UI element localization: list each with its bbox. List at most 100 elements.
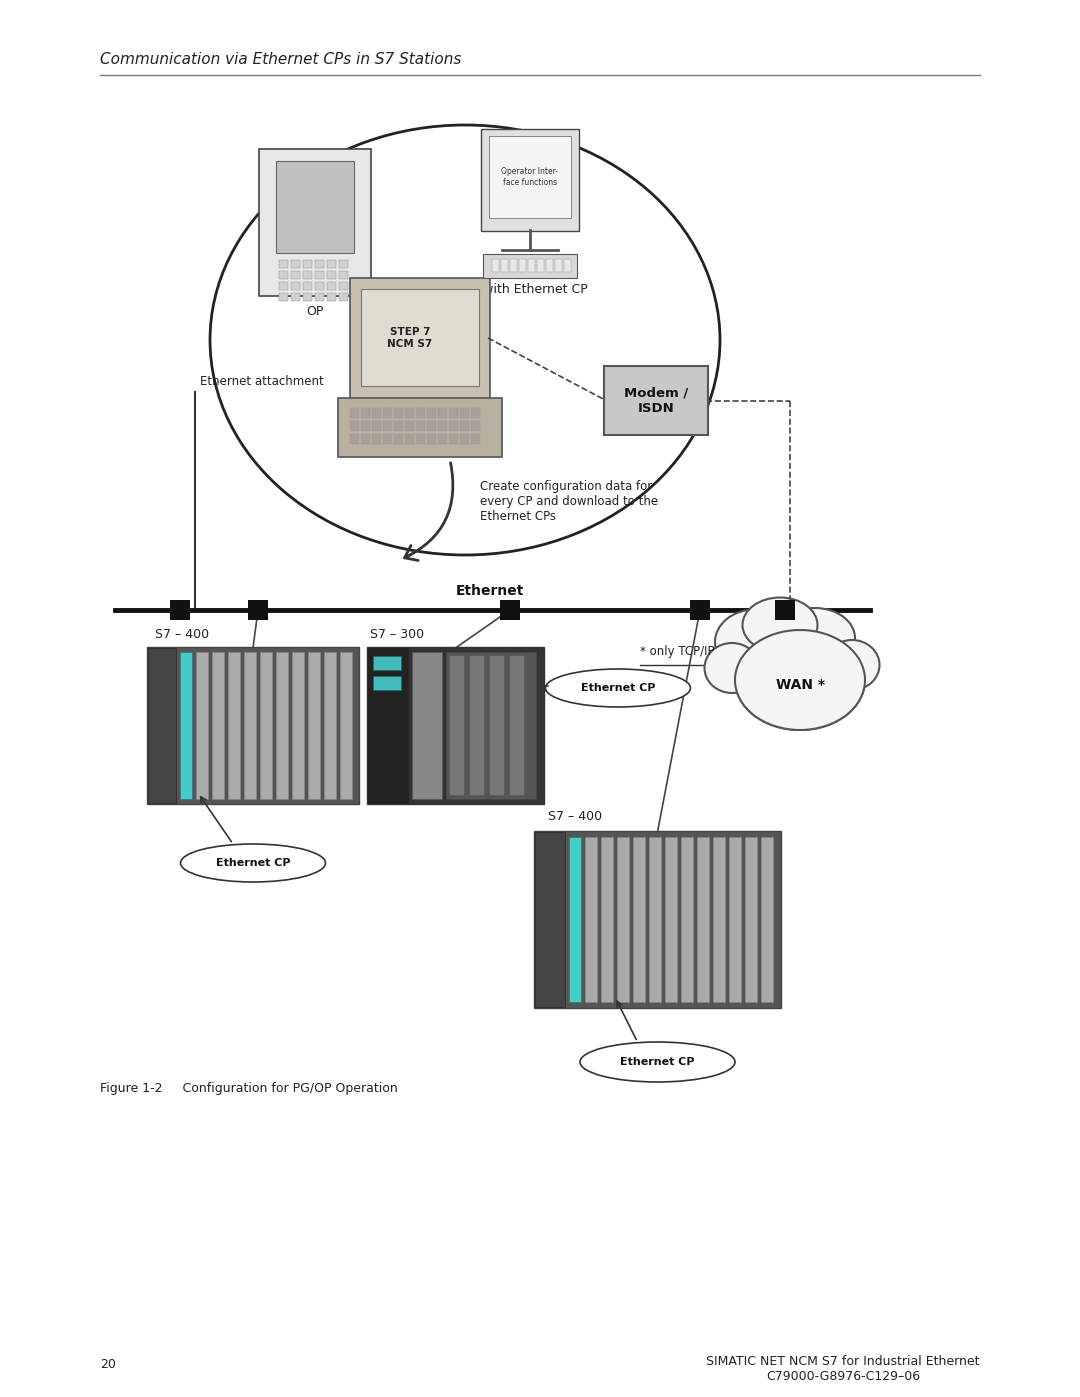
- FancyBboxPatch shape: [339, 293, 348, 300]
- FancyBboxPatch shape: [604, 366, 708, 434]
- FancyBboxPatch shape: [279, 271, 288, 279]
- FancyBboxPatch shape: [180, 652, 192, 799]
- Text: WAN *: WAN *: [775, 678, 824, 692]
- FancyBboxPatch shape: [411, 652, 442, 799]
- FancyBboxPatch shape: [350, 278, 490, 402]
- FancyBboxPatch shape: [460, 408, 469, 418]
- FancyBboxPatch shape: [416, 420, 426, 432]
- Text: STEP 7
NCM S7: STEP 7 NCM S7: [388, 327, 433, 349]
- FancyBboxPatch shape: [775, 599, 795, 620]
- FancyBboxPatch shape: [303, 293, 312, 300]
- FancyBboxPatch shape: [383, 408, 392, 418]
- Text: PC with Ethernet CP: PC with Ethernet CP: [462, 284, 588, 296]
- Ellipse shape: [743, 598, 818, 652]
- FancyBboxPatch shape: [555, 258, 562, 272]
- FancyBboxPatch shape: [405, 420, 414, 432]
- FancyBboxPatch shape: [564, 258, 571, 272]
- FancyBboxPatch shape: [228, 652, 240, 799]
- FancyBboxPatch shape: [690, 599, 710, 620]
- FancyBboxPatch shape: [600, 837, 613, 1002]
- FancyBboxPatch shape: [291, 260, 300, 268]
- FancyBboxPatch shape: [315, 260, 324, 268]
- Ellipse shape: [715, 609, 795, 675]
- FancyBboxPatch shape: [212, 652, 224, 799]
- FancyBboxPatch shape: [489, 136, 571, 218]
- FancyBboxPatch shape: [394, 408, 403, 418]
- Text: S7 – 400: S7 – 400: [548, 810, 603, 823]
- FancyBboxPatch shape: [361, 420, 370, 432]
- FancyBboxPatch shape: [279, 293, 288, 300]
- Text: Ethernet CP: Ethernet CP: [216, 858, 291, 868]
- Ellipse shape: [545, 669, 690, 707]
- Ellipse shape: [775, 608, 855, 668]
- FancyBboxPatch shape: [339, 260, 348, 268]
- FancyBboxPatch shape: [681, 837, 693, 1002]
- Text: Communication via Ethernet CPs in S7 Stations: Communication via Ethernet CPs in S7 Sta…: [100, 52, 461, 67]
- FancyBboxPatch shape: [449, 434, 458, 444]
- Text: Operator Inter-
face functions: Operator Inter- face functions: [501, 168, 558, 187]
- FancyBboxPatch shape: [383, 420, 392, 432]
- FancyBboxPatch shape: [528, 258, 535, 272]
- FancyBboxPatch shape: [276, 161, 354, 253]
- FancyBboxPatch shape: [195, 652, 208, 799]
- FancyBboxPatch shape: [170, 599, 190, 620]
- Text: S7 – 300: S7 – 300: [370, 629, 424, 641]
- FancyBboxPatch shape: [372, 420, 381, 432]
- FancyBboxPatch shape: [148, 648, 176, 803]
- FancyBboxPatch shape: [383, 434, 392, 444]
- FancyBboxPatch shape: [438, 408, 447, 418]
- FancyArrowPatch shape: [405, 462, 453, 560]
- Ellipse shape: [824, 640, 879, 690]
- FancyBboxPatch shape: [279, 282, 288, 291]
- FancyBboxPatch shape: [617, 837, 629, 1002]
- FancyBboxPatch shape: [585, 837, 597, 1002]
- FancyBboxPatch shape: [471, 434, 480, 444]
- FancyBboxPatch shape: [546, 258, 553, 272]
- Text: * only TCP/IP: * only TCP/IP: [640, 645, 715, 658]
- FancyBboxPatch shape: [292, 652, 303, 799]
- FancyBboxPatch shape: [180, 652, 192, 799]
- FancyBboxPatch shape: [471, 408, 480, 418]
- FancyBboxPatch shape: [492, 258, 499, 272]
- FancyBboxPatch shape: [327, 260, 336, 268]
- FancyBboxPatch shape: [460, 434, 469, 444]
- FancyBboxPatch shape: [481, 129, 579, 231]
- Text: Ethernet attachment: Ethernet attachment: [200, 374, 324, 388]
- FancyBboxPatch shape: [350, 408, 359, 418]
- FancyBboxPatch shape: [519, 258, 526, 272]
- FancyBboxPatch shape: [483, 254, 577, 278]
- FancyBboxPatch shape: [427, 420, 436, 432]
- FancyBboxPatch shape: [327, 282, 336, 291]
- FancyBboxPatch shape: [470, 657, 484, 795]
- Text: Create configuration data for
every CP and download to the
Ethernet CPs: Create configuration data for every CP a…: [480, 481, 658, 522]
- FancyBboxPatch shape: [372, 408, 381, 418]
- FancyBboxPatch shape: [340, 652, 352, 799]
- Text: Ethernet: Ethernet: [456, 584, 524, 598]
- FancyBboxPatch shape: [697, 837, 708, 1002]
- FancyBboxPatch shape: [367, 647, 544, 805]
- FancyBboxPatch shape: [416, 408, 426, 418]
- FancyBboxPatch shape: [279, 260, 288, 268]
- FancyBboxPatch shape: [303, 282, 312, 291]
- FancyBboxPatch shape: [501, 258, 508, 272]
- FancyBboxPatch shape: [438, 434, 447, 444]
- FancyBboxPatch shape: [339, 271, 348, 279]
- FancyBboxPatch shape: [745, 837, 757, 1002]
- FancyBboxPatch shape: [373, 657, 401, 671]
- FancyBboxPatch shape: [450, 657, 464, 795]
- FancyBboxPatch shape: [361, 408, 370, 418]
- FancyBboxPatch shape: [537, 258, 544, 272]
- FancyBboxPatch shape: [633, 837, 645, 1002]
- FancyBboxPatch shape: [244, 652, 256, 799]
- FancyBboxPatch shape: [427, 408, 436, 418]
- FancyBboxPatch shape: [394, 420, 403, 432]
- FancyBboxPatch shape: [569, 837, 581, 1002]
- FancyBboxPatch shape: [510, 657, 524, 795]
- FancyBboxPatch shape: [713, 837, 725, 1002]
- FancyBboxPatch shape: [761, 837, 773, 1002]
- FancyBboxPatch shape: [315, 293, 324, 300]
- FancyBboxPatch shape: [416, 434, 426, 444]
- FancyBboxPatch shape: [405, 434, 414, 444]
- Ellipse shape: [735, 630, 865, 731]
- FancyBboxPatch shape: [490, 657, 504, 795]
